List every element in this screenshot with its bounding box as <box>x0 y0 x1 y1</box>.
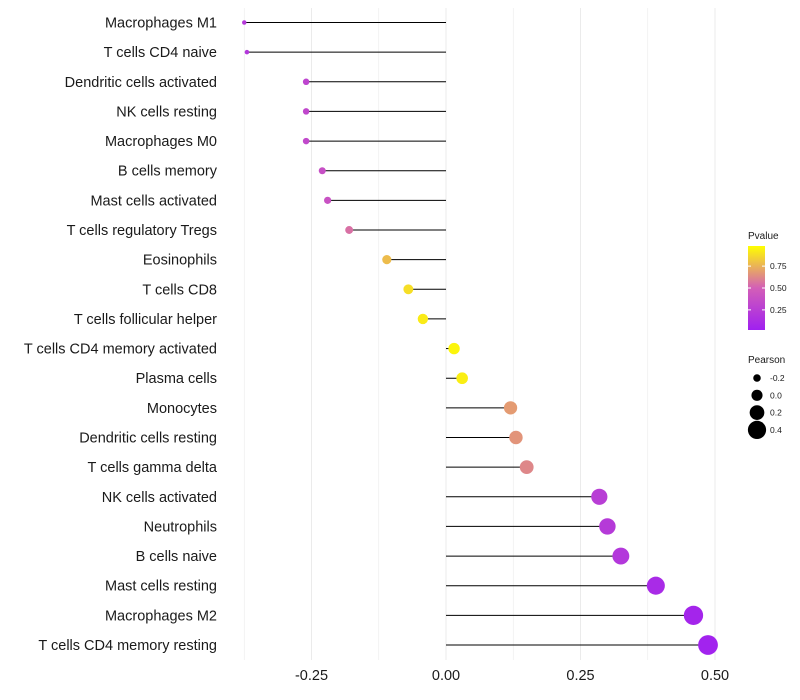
category-label: Mast cells resting <box>105 579 217 595</box>
category-label: T cells CD4 memory activated <box>24 342 217 358</box>
lollipop-point <box>456 372 468 385</box>
lollipop-point <box>345 226 354 234</box>
pearson-legend: Pearson -0.2 0.0 0.2 0.4 <box>747 355 785 440</box>
pvalue-colorbar <box>748 246 765 330</box>
pearson-legend-dot <box>751 389 763 401</box>
pvalue-legend-tick-label: 0.25 <box>770 305 787 315</box>
lollipop-point <box>324 196 332 204</box>
category-label: T cells gamma delta <box>88 460 218 476</box>
category-label: Eosinophils <box>143 253 217 269</box>
pvalue-legend: Pvalue 0.75 0.50 0.25 <box>748 231 787 330</box>
pearson-legend-title: Pearson <box>748 355 785 366</box>
lollipop-point <box>509 430 523 445</box>
x-tick-label: 0.50 <box>701 668 729 684</box>
category-label: T cells CD4 memory resting <box>38 638 217 654</box>
category-label: Dendritic cells resting <box>79 431 217 447</box>
category-label: T cells follicular helper <box>74 312 217 328</box>
grid-lines <box>243 8 716 660</box>
category-label: Plasma cells <box>136 371 217 387</box>
category-label: T cells regulatory Tregs <box>67 223 217 239</box>
lollipop-point <box>403 284 414 295</box>
lollipop-point <box>302 108 310 115</box>
x-tick-label: 0.25 <box>566 668 594 684</box>
lollipop-points <box>242 20 718 655</box>
category-label: NK cells activated <box>102 490 217 506</box>
pearson-legend-dot <box>747 420 767 440</box>
category-label: Monocytes <box>147 401 217 417</box>
x-tick-label: -0.25 <box>295 668 328 684</box>
pvalue-legend-tick-label: 0.50 <box>770 283 787 293</box>
lollipop-point <box>244 49 250 55</box>
category-label: Neutrophils <box>144 519 217 535</box>
category-label: Macrophages M0 <box>105 134 217 150</box>
x-tick-label: 0.00 <box>432 668 460 684</box>
lollipop-point <box>599 518 616 535</box>
category-label: T cells CD4 naive <box>104 45 217 61</box>
pearson-legend-label: 0.0 <box>770 390 782 400</box>
lollipop-point <box>591 488 608 505</box>
pearson-legend-dot <box>749 405 765 420</box>
pvalue-legend-tick-label: 0.75 <box>770 261 787 271</box>
pvalue-legend-title: Pvalue <box>748 231 779 242</box>
category-label: Macrophages M2 <box>105 608 217 624</box>
lollipop-stems <box>244 22 709 646</box>
category-label: Dendritic cells activated <box>65 75 217 91</box>
category-label: B cells memory <box>118 164 218 180</box>
lollipop-point <box>519 460 534 475</box>
lollipop-point <box>698 635 718 655</box>
pearson-legend-label: 0.2 <box>770 408 782 418</box>
lollipop-point <box>646 576 665 595</box>
pearson-legend-label: -0.2 <box>770 373 785 383</box>
lollipop-point <box>612 547 630 565</box>
lollipop-point <box>302 137 310 145</box>
lollipop-point <box>382 255 392 265</box>
lollipop-point <box>302 78 310 86</box>
category-label: B cells naive <box>136 549 217 565</box>
category-label: NK cells resting <box>116 104 217 120</box>
lollipop-point <box>242 20 247 25</box>
category-label: T cells CD8 <box>142 282 217 298</box>
category-label: Mast cells activated <box>90 193 217 209</box>
y-axis: Macrophages M1 T cells CD4 naive Dendritic… <box>24 16 218 655</box>
category-label: Macrophages M1 <box>105 16 217 32</box>
lollipop-point <box>683 605 704 626</box>
lollipop-point <box>503 401 518 415</box>
lollipop-point <box>417 313 429 325</box>
lollipop-point <box>448 342 460 355</box>
pearson-legend-dot <box>753 374 761 382</box>
lollipop-point <box>318 167 326 175</box>
x-axis: -0.25 0.00 0.25 0.50 <box>295 668 729 684</box>
pearson-legend-label: 0.4 <box>770 425 782 435</box>
